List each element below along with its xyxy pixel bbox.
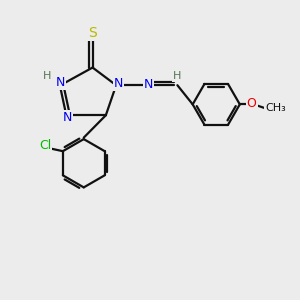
Text: O: O [247, 97, 256, 110]
Text: Cl: Cl [39, 139, 51, 152]
Text: N: N [144, 77, 153, 91]
Text: N: N [63, 111, 72, 124]
Text: H: H [173, 71, 182, 81]
Text: N: N [56, 76, 65, 89]
Text: H: H [43, 70, 51, 80]
Text: CH₃: CH₃ [266, 103, 286, 113]
Text: N: N [114, 77, 123, 90]
Text: S: S [88, 26, 97, 40]
